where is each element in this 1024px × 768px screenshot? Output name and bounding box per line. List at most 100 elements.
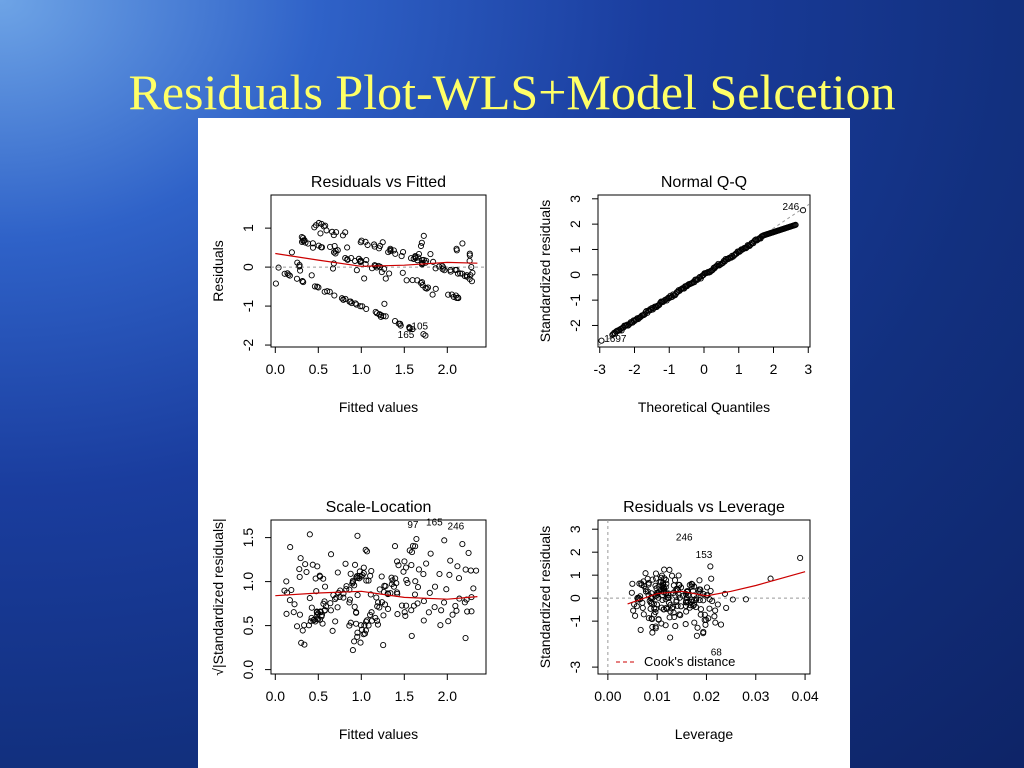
scale-location-point <box>357 639 364 646</box>
residuals-vs-fitted-point <box>387 248 394 255</box>
scale-location-point <box>411 591 419 598</box>
scale-location-point <box>465 549 472 556</box>
scale-location-point <box>441 537 448 544</box>
scale-location-panel: Scale-Location Fitted values √|Standardize… <box>210 499 487 742</box>
residuals-vs-fitted-xtick-label: 0.0 <box>266 361 286 377</box>
scale-location-point <box>298 639 305 646</box>
scale-location-point <box>367 591 374 598</box>
scale-location-point <box>343 583 350 590</box>
scale-location-point <box>351 603 358 610</box>
scale-location-point <box>403 576 410 584</box>
scale-location-point <box>380 612 387 619</box>
residuals-vs-fitted-point <box>357 257 364 264</box>
scale-location-point <box>378 573 385 580</box>
residuals-vs-fitted-point <box>466 275 473 282</box>
residuals-vs-leverage-point <box>708 575 715 582</box>
residuals-vs-fitted-point <box>373 264 380 271</box>
scale-location-point <box>368 567 375 575</box>
scale-location-frame <box>270 519 487 675</box>
residuals-vs-fitted-point <box>381 265 388 272</box>
residuals-vs-fitted-point <box>395 320 402 327</box>
scale-location-xtick-label: 0.5 <box>309 688 329 704</box>
scale-location-point <box>380 642 387 649</box>
residuals-vs-fitted-point <box>439 263 446 270</box>
residuals-vs-fitted-xtick-label: 1.5 <box>395 361 415 377</box>
residuals-vs-leverage-point <box>637 626 644 633</box>
scale-location-point <box>403 602 410 609</box>
residuals-vs-fitted-point <box>392 250 399 257</box>
scale-location-point <box>358 573 365 580</box>
scale-location-point <box>313 609 320 616</box>
residuals-vs-fitted-point <box>377 242 384 250</box>
residuals-vs-fitted-point <box>311 283 318 290</box>
residuals-vs-leverage-xtick-label: 0.03 <box>742 688 769 704</box>
residuals-vs-leverage-point <box>660 583 667 591</box>
scale-location-point <box>363 548 371 555</box>
residuals-vs-fitted-point <box>299 278 306 285</box>
residuals-vs-fitted-point <box>322 222 329 229</box>
scale-location-point <box>425 609 432 616</box>
scale-location-point <box>342 560 349 567</box>
residuals-vs-fitted-point <box>344 256 351 263</box>
residuals-vs-leverage-point <box>675 581 682 589</box>
residuals-vs-leverage-point <box>645 615 652 622</box>
residuals-vs-fitted-point <box>429 291 436 298</box>
residuals-vs-leverage-point <box>668 605 676 612</box>
scale-location-point <box>446 571 453 578</box>
scale-location-point <box>302 561 309 568</box>
scale-location-point <box>359 572 366 579</box>
residuals-vs-fitted-point <box>317 230 324 237</box>
residuals-vs-leverage-point <box>640 611 647 618</box>
residuals-vs-fitted-point <box>453 245 460 252</box>
residuals-vs-fitted-point <box>372 308 379 315</box>
residuals-vs-leverage-point <box>653 585 660 592</box>
scale-location-point <box>281 587 288 594</box>
scale-location-point <box>382 583 389 590</box>
residuals-vs-fitted-point <box>382 275 389 282</box>
residuals-vs-fitted-point <box>338 295 345 302</box>
scale-location-point <box>296 573 303 580</box>
normal-qq-ylabel: Standardized residuals <box>537 200 553 342</box>
residuals-vs-fitted-point <box>459 240 466 247</box>
residuals-vs-fitted-point <box>318 244 326 251</box>
residuals-vs-fitted-point <box>309 244 317 251</box>
residuals-vs-fitted-point <box>327 243 334 250</box>
residuals-vs-fitted-xtick-label: 0.5 <box>309 361 329 377</box>
residuals-vs-leverage-point <box>714 601 721 608</box>
residuals-vs-leverage-point <box>649 623 656 631</box>
residuals-vs-fitted-point <box>432 265 439 272</box>
scale-location-point <box>349 647 356 654</box>
residuals-vs-leverage-point <box>655 616 662 623</box>
residuals-vs-leverage-point <box>637 593 644 600</box>
residuals-vs-leverage-point <box>650 600 657 607</box>
scale-location-title: Scale-Location <box>326 499 432 516</box>
scale-location-annotation: 97 <box>407 520 419 531</box>
scale-location-point <box>378 599 386 606</box>
normal-qq-point <box>792 221 799 228</box>
scale-location-point <box>343 586 350 593</box>
scale-location-point <box>296 611 304 618</box>
residuals-vs-fitted-point <box>281 270 288 277</box>
residuals-vs-fitted-ytick-label: 0 <box>240 263 256 271</box>
scale-location-point <box>353 609 360 616</box>
scale-location-point <box>414 584 422 591</box>
residuals-vs-leverage-point <box>632 612 639 619</box>
scale-location-point <box>455 575 463 582</box>
scale-location-ytick-label: 1.0 <box>240 572 256 592</box>
residuals-vs-fitted-point <box>424 284 432 291</box>
residuals-vs-fitted-point <box>430 258 437 265</box>
residuals-vs-leverage-point <box>797 554 804 561</box>
residuals-vs-fitted-point <box>397 322 404 329</box>
residuals-vs-fitted-point <box>330 232 337 239</box>
residuals-vs-leverage-point <box>717 621 725 628</box>
scale-location-ylabel: √|Standardized residuals| <box>210 518 226 675</box>
residuals-vs-fitted-point <box>351 257 358 264</box>
residuals-vs-fitted-point <box>272 280 279 287</box>
normal-qq-xtick-label: 3 <box>804 361 812 377</box>
residuals-vs-leverage-point <box>652 570 660 577</box>
scale-location-point <box>297 555 304 562</box>
residuals-vs-fitted-point <box>308 272 315 279</box>
residuals-vs-leverage-point <box>703 616 710 623</box>
residuals-vs-fitted-point <box>353 267 360 274</box>
residuals-vs-leverage-point <box>682 599 689 606</box>
